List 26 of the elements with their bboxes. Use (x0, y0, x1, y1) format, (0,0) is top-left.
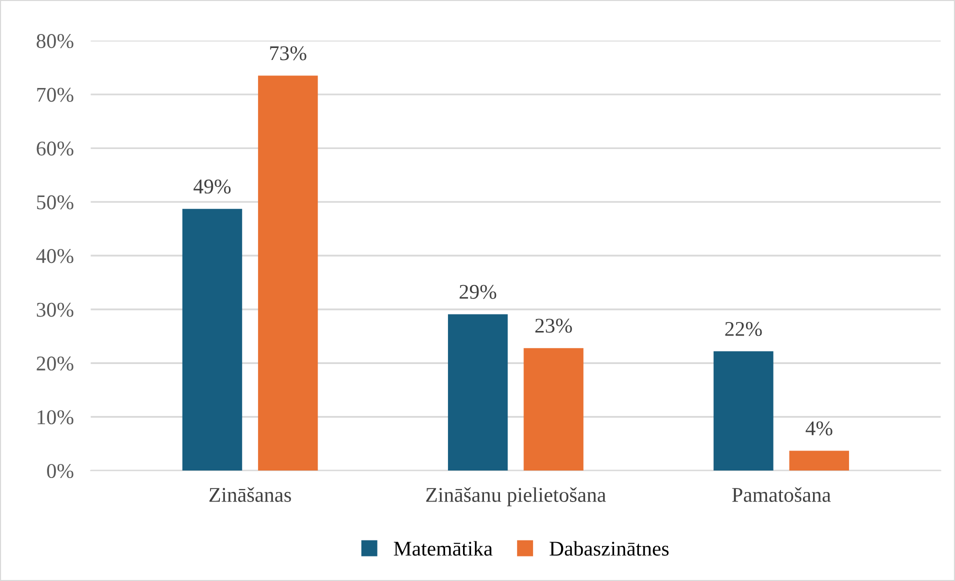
y-tick-label: 0% (47, 464, 74, 478)
legend-label: Matemātika (394, 541, 492, 556)
y-tick-label: 20% (36, 356, 74, 371)
y-tick-label: 80% (36, 34, 74, 48)
y-tick-label: 50% (37, 195, 74, 210)
x-tick-label: Pamatošana (732, 487, 831, 502)
bar (789, 450, 850, 471)
data-label: 23% (535, 318, 572, 333)
y-tick-label: 70% (37, 88, 74, 102)
data-label: 4% (806, 421, 832, 436)
x-tick-label: Zināšanu pielietošana (426, 487, 606, 506)
y-tick-label: 60% (36, 142, 74, 156)
data-label: 49% (194, 179, 231, 194)
data-label: 29% (460, 284, 496, 299)
y-tick-label: 30% (36, 302, 74, 317)
data-label: 22% (725, 322, 762, 336)
bar (182, 208, 242, 471)
bar (524, 348, 584, 471)
y-tick-label: 40% (36, 249, 74, 264)
legend-label: Dabaszinātnes (550, 541, 669, 556)
y-tick-label: 10% (38, 410, 74, 424)
bar (258, 76, 318, 471)
x-tick-label: Zināšanas (209, 487, 291, 502)
bar (448, 314, 508, 471)
data-label: 73% (270, 46, 306, 60)
bar (714, 351, 774, 471)
